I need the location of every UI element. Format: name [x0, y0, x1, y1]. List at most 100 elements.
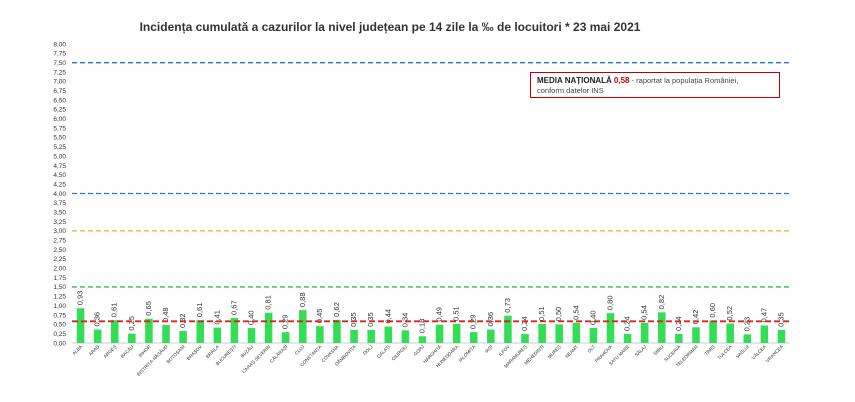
y-tick-label: 5,75 [53, 125, 66, 132]
category-label: BOTOȘANI [166, 344, 186, 364]
data-label: 0,35 [776, 312, 785, 327]
data-label: 0,25 [127, 316, 136, 331]
bar [658, 312, 666, 343]
bar [179, 331, 187, 343]
y-tick-label: 3,00 [53, 228, 66, 235]
category-label: GIURGIU [391, 344, 408, 361]
data-label: 0,29 [281, 315, 290, 330]
y-tick-label: 7,25 [53, 69, 66, 76]
bar [555, 324, 563, 343]
bar [606, 313, 615, 343]
bar [145, 318, 153, 343]
y-tick-label: 1,00 [53, 303, 66, 310]
bar [264, 312, 273, 343]
bar [281, 332, 290, 343]
data-label: 0,41 [212, 310, 221, 325]
y-tick-label: 0,75 [53, 312, 66, 319]
data-label: 0,51 [537, 306, 546, 321]
category-label: SĂLAJ [633, 343, 647, 357]
category-label: GORJ [413, 344, 426, 357]
category-label: VRANCEA [765, 344, 785, 364]
y-tick-label: 5,50 [53, 135, 66, 142]
y-tick-label: 1,75 [53, 275, 66, 282]
category-label: MUREȘ [547, 344, 562, 359]
bar [401, 330, 410, 343]
data-label: 0,73 [503, 298, 512, 313]
category-label: BRĂILA [204, 343, 220, 359]
bar [640, 322, 649, 343]
bar [299, 310, 307, 343]
y-tick-label: 5,25 [53, 144, 66, 151]
y-tick-label: 6,00 [53, 116, 66, 123]
data-label: 0,52 [725, 306, 734, 321]
category-label: BACĂU [119, 343, 134, 358]
y-tick-label: 0,25 [53, 331, 66, 338]
category-label: CĂLĂRAȘI [268, 343, 288, 363]
y-tick-label: 6,25 [53, 107, 66, 114]
bar [760, 325, 769, 343]
category-label: SIBIU [652, 344, 664, 356]
legend-text-line2: conform datelor INS [537, 86, 604, 95]
bar [538, 323, 546, 343]
category-label: BISTRIȚA-NĂSĂUD [135, 343, 169, 377]
bar [213, 327, 222, 343]
data-label: 0,24 [623, 316, 632, 331]
data-label: 0,50 [554, 307, 563, 322]
national-average-legend: MEDIA NAȚIONALĂ 0,58 - raportat la popul… [530, 72, 780, 98]
bar [435, 324, 444, 343]
bar [316, 326, 324, 343]
data-label: 0,48 [161, 307, 170, 322]
y-tick-label: 7,50 [53, 60, 66, 67]
data-label: 0,65 [144, 301, 153, 316]
category-label: IAȘI [484, 344, 494, 354]
y-tick-label: 3,50 [53, 209, 66, 216]
bar [418, 336, 427, 343]
bar [726, 323, 734, 343]
data-label: 0,40 [247, 310, 256, 325]
category-label: GALAȚI [376, 344, 391, 359]
y-tick-label: 8,00 [53, 41, 66, 48]
y-tick-label: 1,25 [53, 294, 66, 301]
data-label: 0,80 [606, 295, 615, 310]
y-tick-label: 2,75 [53, 238, 66, 245]
bar [487, 329, 495, 343]
category-label: ILFOV [498, 344, 512, 358]
y-tick-label: 4,75 [53, 163, 66, 170]
bar [367, 329, 375, 343]
data-label: 0,24 [674, 316, 683, 331]
bar [743, 334, 752, 343]
data-label: 0,93 [76, 291, 85, 306]
bar [350, 329, 358, 343]
legend-label: MEDIA NAȚIONALĂ [537, 76, 612, 85]
category-label: DOLJ [362, 344, 374, 356]
category-label: CLUJ [294, 344, 306, 356]
y-tick-label: 4,00 [53, 191, 66, 198]
data-label: 0,88 [298, 293, 307, 308]
bar [589, 328, 598, 343]
category-label: VÂLCEA [750, 343, 768, 361]
y-tick-label: 2,25 [53, 256, 66, 263]
data-label: 0,51 [452, 306, 461, 321]
data-label: 0,35 [349, 312, 358, 327]
y-tick-label: 2,00 [53, 266, 66, 273]
data-label: 0,40 [588, 310, 597, 325]
data-label: 0,45 [315, 309, 324, 324]
data-label: 0,67 [229, 300, 238, 315]
y-tick-label: 6,75 [53, 88, 66, 95]
data-label: 0,23 [742, 317, 751, 332]
y-tick-label: 7,75 [53, 51, 66, 58]
category-label: BUZĂU [239, 343, 254, 358]
category-label: BIHOR [138, 344, 152, 358]
category-label: VASLUI [735, 344, 750, 359]
data-label: 0,81 [264, 295, 273, 310]
bar [93, 329, 102, 343]
y-tick-label: 0,50 [53, 322, 66, 329]
category-label: ALBA [71, 344, 84, 357]
category-label: OLT [586, 344, 596, 354]
data-label: 0,18 [417, 319, 426, 334]
category-label: BRAȘOV [186, 344, 204, 362]
y-tick-label: 6,50 [53, 97, 66, 104]
bar [623, 334, 632, 343]
data-label: 0,54 [571, 305, 580, 320]
